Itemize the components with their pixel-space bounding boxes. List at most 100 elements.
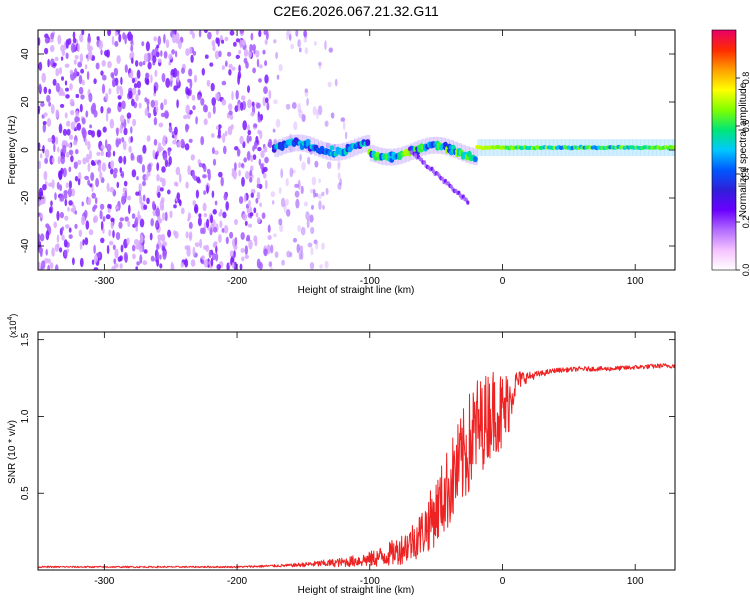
noise-speckle — [270, 244, 274, 254]
snr-x-tick-label: -300 — [94, 576, 114, 587]
noise-speckle — [187, 165, 191, 176]
noise-speckle — [236, 149, 241, 157]
noise-speckle — [265, 97, 269, 104]
noise-speckle — [201, 259, 205, 265]
noise-speckle — [313, 239, 318, 245]
noise-speckle — [244, 245, 248, 256]
noise-speckle — [241, 256, 245, 262]
noise-speckle — [299, 245, 304, 253]
noise-speckle — [124, 64, 128, 73]
noise-speckle — [327, 81, 332, 88]
noise-speckle — [116, 55, 121, 64]
noise-speckle — [100, 106, 104, 114]
noise-speckle — [202, 174, 207, 179]
noise-speckle — [105, 139, 108, 149]
noise-speckle — [311, 176, 317, 186]
noise-speckle — [41, 260, 46, 270]
noise-speckle — [202, 202, 207, 212]
spectrogram-y-tick-label: 40 — [20, 48, 31, 60]
noise-speckle — [65, 151, 70, 158]
noise-speckle — [203, 259, 209, 268]
noise-speckle — [81, 79, 85, 86]
noise-speckle — [252, 67, 256, 74]
noise-speckle — [146, 135, 151, 142]
noise-speckle — [109, 240, 114, 246]
noise-speckle — [311, 204, 314, 210]
noise-speckle — [221, 80, 227, 86]
noise-speckle — [55, 109, 59, 119]
colorbar-tick-label: 0.0 — [741, 264, 750, 277]
noise-speckle — [219, 220, 223, 228]
snr-x-tick-label: 100 — [627, 576, 644, 587]
noise-speckle — [268, 89, 272, 100]
noise-speckle — [214, 200, 218, 206]
noise-speckle — [118, 33, 122, 43]
noise-speckle — [176, 70, 180, 78]
noise-speckle — [100, 221, 104, 231]
noise-speckle — [113, 67, 119, 77]
noise-speckle — [266, 244, 270, 252]
noise-speckle — [256, 102, 261, 109]
noise-speckle — [266, 102, 270, 111]
noise-speckle — [136, 80, 142, 89]
noise-speckle — [49, 206, 53, 214]
noise-speckle — [84, 209, 88, 219]
noise-speckle — [337, 162, 341, 171]
noise-speckle — [95, 62, 100, 70]
noise-speckle — [253, 123, 258, 128]
noise-speckle — [42, 184, 47, 191]
noise-speckle — [243, 48, 249, 57]
noise-speckle — [203, 190, 207, 196]
noise-speckle — [218, 171, 223, 178]
noise-speckle — [128, 204, 131, 215]
noise-speckle — [124, 34, 127, 45]
noise-speckle — [198, 162, 203, 168]
noise-speckle — [184, 245, 189, 250]
noise-speckle — [247, 99, 252, 109]
noise-speckle — [141, 41, 145, 47]
noise-speckle — [246, 150, 251, 161]
noise-speckle — [96, 36, 100, 41]
noise-speckle — [215, 252, 219, 262]
noise-speckle — [87, 129, 93, 136]
noise-speckle — [221, 39, 225, 44]
noise-speckle — [156, 44, 160, 49]
noise-speckle — [210, 82, 215, 92]
noise-speckle — [170, 261, 174, 270]
noise-speckle — [72, 37, 77, 44]
noise-speckle — [74, 116, 79, 123]
noise-speckle — [44, 149, 50, 159]
snr-x-axis-label: Height of straight line (km) — [298, 585, 415, 596]
noise-speckle — [207, 31, 212, 40]
noise-speckle — [85, 153, 90, 163]
spectrogram-marks — [38, 30, 675, 270]
noise-speckle — [190, 259, 196, 267]
noise-speckle — [217, 127, 221, 138]
noise-speckle — [212, 158, 217, 166]
noise-speckle — [97, 129, 102, 138]
colorbar-ticks: 0.0 0.2 0.4 0.6 0.8 — [736, 72, 750, 277]
noise-speckle — [153, 36, 158, 42]
noise-speckle — [139, 234, 144, 244]
noise-speckle — [38, 61, 43, 71]
noise-speckle — [121, 170, 125, 179]
noise-speckle — [295, 30, 299, 37]
noise-speckle — [234, 219, 238, 225]
noise-speckle — [61, 234, 65, 241]
noise-speckle — [90, 172, 95, 182]
noise-speckle — [45, 230, 50, 241]
noise-speckle — [167, 189, 171, 195]
noise-speckle — [175, 166, 181, 176]
spectrogram-y-tick-label: -20 — [20, 190, 31, 205]
noise-speckle — [206, 79, 211, 87]
noise-speckle — [73, 59, 77, 65]
noise-speckle — [256, 183, 260, 189]
noise-speckle — [134, 239, 139, 246]
noise-speckle — [198, 30, 202, 38]
noise-speckle — [121, 195, 126, 205]
noise-speckle — [65, 94, 70, 99]
noise-speckle — [183, 114, 188, 120]
noise-speckle — [42, 123, 46, 133]
noise-speckle — [49, 45, 55, 53]
noise-speckle — [297, 102, 302, 113]
